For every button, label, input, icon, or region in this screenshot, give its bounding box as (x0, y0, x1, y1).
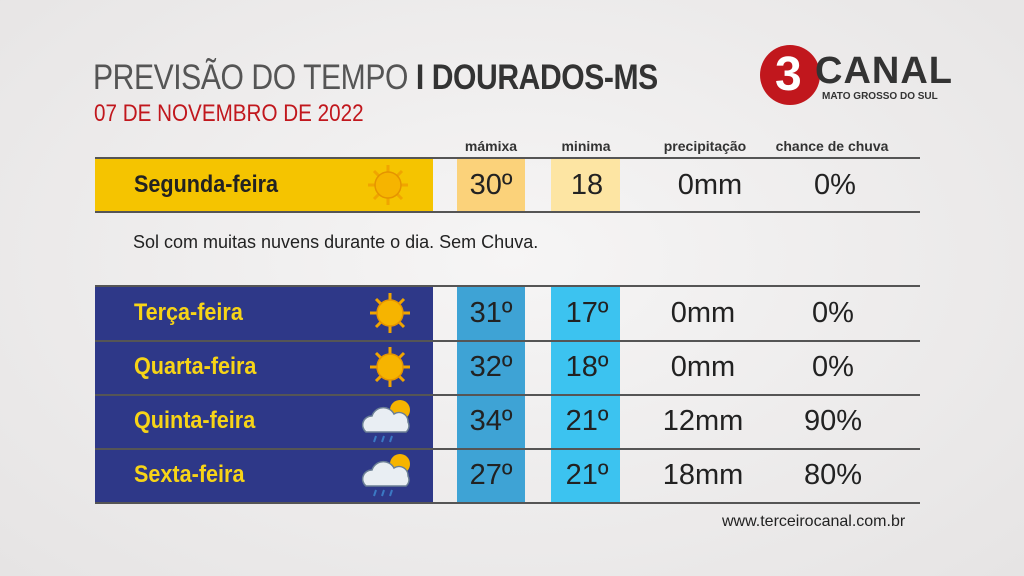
rule (95, 157, 920, 159)
logo-circle (760, 45, 820, 105)
max-cell (457, 159, 525, 211)
title-light: PREVISÃO DO TEMPO (93, 58, 408, 97)
min-cell (551, 159, 620, 211)
website: www.terceirocanal.com.br (722, 513, 906, 530)
max-temp: 30º (469, 169, 513, 201)
rain-cloud-icon (361, 454, 410, 497)
day-name: Quinta-feira (134, 407, 256, 434)
precipitation: 0mm (670, 297, 736, 329)
rule (95, 394, 920, 396)
min-temp: 21º (565, 405, 609, 437)
column-header: chance de chuva (775, 138, 889, 154)
min-temp: 18 (570, 169, 604, 201)
day-name: Quarta-feira (134, 353, 257, 380)
logo-number: 3 (775, 48, 802, 101)
precipitation: 0mm (677, 169, 743, 201)
day-name: Sexta-feira (134, 461, 245, 488)
rain-chance: 0% (812, 297, 854, 329)
max-temp: 31º (469, 297, 513, 329)
min-temp: 17º (565, 297, 609, 329)
rule (95, 211, 920, 213)
column-header: minima (561, 138, 611, 154)
rule (95, 340, 920, 342)
title: PREVISÃO DO TEMPO I DOURADOS-MS (93, 58, 658, 98)
precipitation: 18mm (662, 459, 744, 491)
rule (95, 448, 920, 450)
precipitation: 0mm (670, 351, 736, 383)
sun-icon (370, 293, 410, 333)
title-bold: I DOURADOS-MS (415, 58, 658, 97)
rule (95, 285, 920, 287)
sun-icon (368, 165, 408, 205)
precipitation: 12mm (662, 405, 744, 437)
max-temp: 34º (469, 405, 513, 437)
rain-cloud-icon (361, 400, 410, 443)
column-header: mámixa (464, 138, 518, 154)
rain-chance: 0% (814, 169, 856, 201)
day-name: Terça-feira (134, 299, 243, 326)
day-name: Segunda-feira (134, 171, 279, 198)
column-header: precipitação (663, 138, 747, 154)
summary: Sol com muitas nuvens durante o dia. Sem… (133, 232, 539, 252)
rain-chance: 0% (812, 351, 854, 383)
rain-chance: 80% (803, 459, 863, 491)
max-temp: 32º (469, 351, 513, 383)
rule (95, 502, 920, 504)
min-temp: 21º (565, 459, 609, 491)
max-temp: 27º (469, 459, 513, 491)
rain-chance: 90% (803, 405, 863, 437)
min-temp: 18º (565, 351, 609, 383)
logo-name: CANAL (815, 50, 953, 92)
date: 07 DE NOVEMBRO DE 2022 (94, 100, 364, 127)
sun-icon (370, 347, 410, 387)
logo-region: MATO GROSSO DO SUL (822, 91, 938, 102)
